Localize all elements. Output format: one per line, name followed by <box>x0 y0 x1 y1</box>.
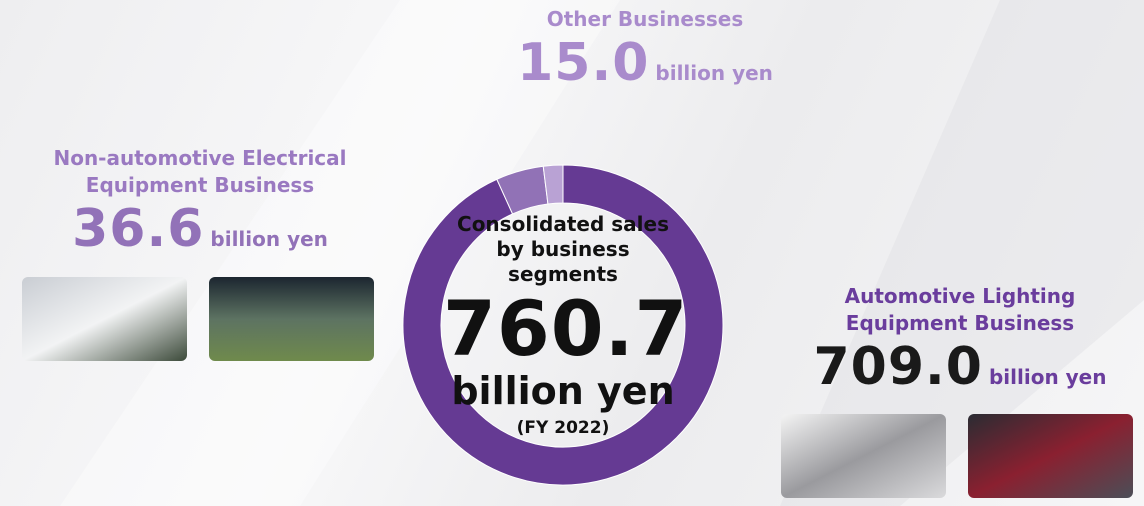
donut <box>402 164 724 486</box>
photo-headlamp <box>781 414 946 498</box>
period: (FY 2022) <box>516 418 610 438</box>
value-label: 709.0 <box>813 337 983 397</box>
value-row: 15.0 billion yen <box>480 33 810 93</box>
segment-name: Other Businesses <box>546 7 744 31</box>
value-row: 709.0 billion yen <box>790 337 1130 397</box>
donut-slice <box>402 164 724 486</box>
value-unit: billion yen <box>655 61 773 85</box>
photo-stadium <box>209 277 374 361</box>
segment-label: Automotive Lighting Equipment Business 70… <box>790 283 1130 397</box>
value-row: 36.6 billion yen <box>20 199 380 259</box>
donut-slice <box>542 164 564 205</box>
photo-train <box>22 277 187 361</box>
segment-name: Non-automotive Electrical Equipment Busi… <box>53 146 347 197</box>
total: 760.7 <box>443 284 689 373</box>
photo-taillamp <box>968 414 1133 498</box>
value-unit: billion yen <box>988 365 1107 389</box>
segment-name: Automotive Lighting Equipment Business <box>844 284 1076 335</box>
center-label: Consolidated sales by business segments … <box>443 212 689 445</box>
value-unit: billion yen <box>210 227 328 251</box>
value-label: 36.6 <box>72 199 205 259</box>
bg-shape <box>780 0 1144 506</box>
center-title: Consolidated sales by business segments <box>457 212 669 286</box>
segment-label: Non-automotive Electrical Equipment Busi… <box>20 145 380 259</box>
value-label: 15.0 <box>517 33 650 93</box>
bg-shape <box>60 0 620 506</box>
total-unit: billion yen <box>451 369 675 413</box>
segment-label: Other Businesses 15.0 billion yen <box>480 6 810 93</box>
